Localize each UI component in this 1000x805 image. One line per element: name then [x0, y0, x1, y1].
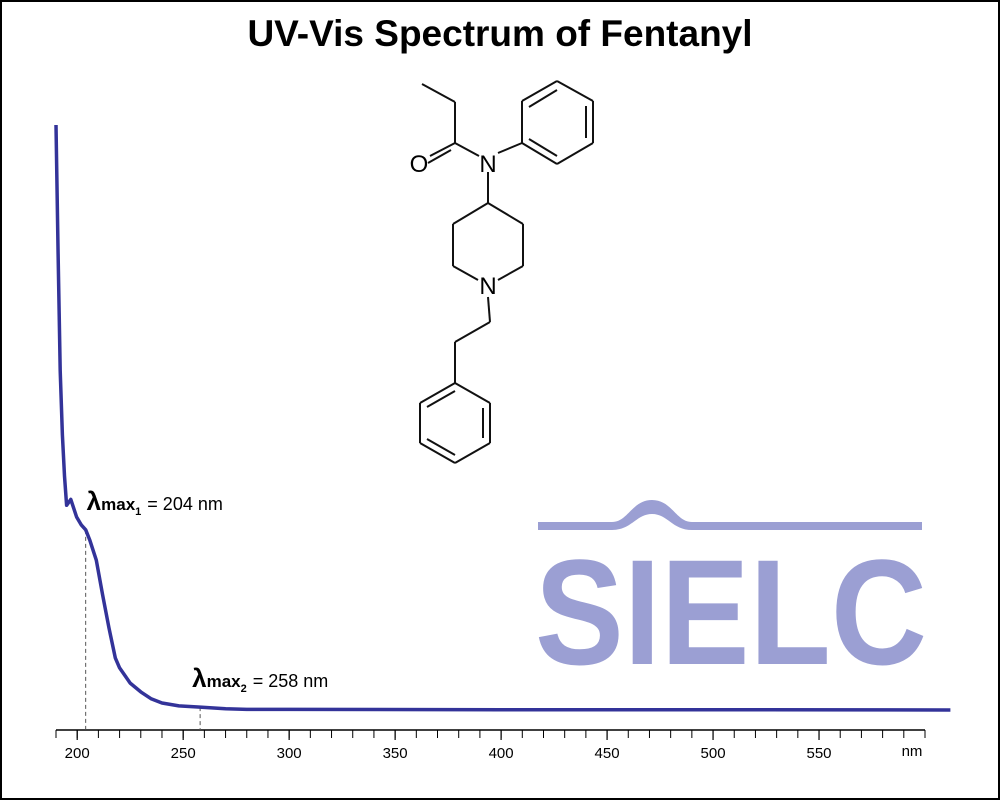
atom-label: O [410, 151, 429, 178]
x-tick-label: 550 [807, 745, 832, 762]
x-tick-label: 250 [171, 745, 196, 762]
x-tick-label: 350 [383, 745, 408, 762]
annotation: λmax2 = 258 nm [192, 663, 328, 695]
annotation-text: = 258 nm [253, 671, 329, 691]
x-axis-label: nm [902, 743, 923, 760]
logo: SIELC [535, 500, 927, 696]
x-tick-label: 400 [489, 745, 514, 762]
annotation-subscript: max [101, 495, 136, 514]
annotation-index: 2 [241, 683, 247, 695]
annotation-symbol: λ [87, 486, 102, 516]
annotation: λmax1 = 204 nm [87, 486, 223, 518]
annotation-text: = 204 nm [147, 494, 223, 514]
logo-swoosh [538, 500, 922, 530]
x-tick-label: 200 [65, 745, 90, 762]
logo-text: SIELC [535, 528, 927, 696]
spectrum-line [54, 124, 951, 712]
x-tick-label: 300 [277, 745, 302, 762]
x-tick-label: 450 [595, 745, 620, 762]
annotation-subscript: max [207, 672, 242, 691]
atom-label: N [479, 273, 496, 300]
molecule: O N N [410, 80, 594, 464]
annotation-symbol: λ [192, 663, 207, 693]
annotation-index: 1 [135, 506, 141, 518]
chart-title: UV-Vis Spectrum of Fentanyl [247, 13, 752, 54]
x-tick-label: 500 [701, 745, 726, 762]
atom-label: N [479, 151, 496, 178]
